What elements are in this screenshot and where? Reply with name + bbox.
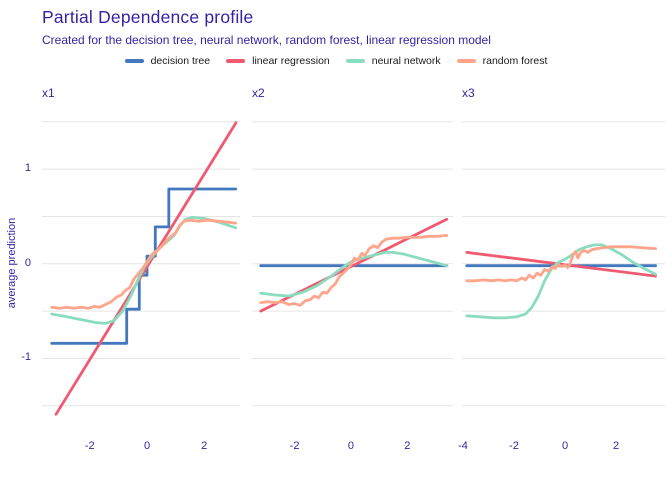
legend-swatch-icon bbox=[345, 59, 365, 63]
legend-item-random-forest[interactable]: random forest bbox=[456, 55, 548, 67]
x-tick-label: 2 bbox=[404, 440, 411, 452]
y-tick-label: -1 bbox=[21, 351, 31, 364]
legend-label: linear regression bbox=[252, 55, 330, 67]
facet-label-x3: x3 bbox=[462, 86, 475, 100]
line-linear-regression bbox=[465, 250, 658, 278]
legend-item-decision-tree[interactable]: decision tree bbox=[124, 55, 211, 67]
x-tick-label: 2 bbox=[201, 440, 208, 452]
y-tick-label: 1 bbox=[24, 162, 31, 175]
legend-item-neural-network[interactable]: neural network bbox=[345, 55, 441, 67]
chart-subtitle: Created for the decision tree, neural ne… bbox=[42, 33, 491, 47]
legend-label: neural network bbox=[371, 55, 441, 67]
x-tick-label: -2 bbox=[509, 440, 519, 452]
facet-label-x2: x2 bbox=[252, 86, 265, 100]
x-tick-label: -2 bbox=[84, 440, 95, 452]
line-random-forest bbox=[259, 234, 449, 307]
legend-item-linear-regression[interactable]: linear regression bbox=[226, 55, 330, 67]
page-title: Partial Dependence profile bbox=[42, 7, 254, 27]
legend-swatch-icon bbox=[226, 59, 246, 63]
facet-panel-x2: x2 -2 0 2 bbox=[252, 86, 453, 466]
x-tick-label: -4 bbox=[458, 440, 468, 452]
facet-plot-x3 bbox=[462, 121, 665, 407]
y-tick-label: 0 bbox=[24, 256, 31, 269]
legend: decision tree linear regression neural net… bbox=[0, 55, 672, 67]
facet-label-x1: x1 bbox=[42, 86, 55, 100]
facet-plot-x1 bbox=[42, 121, 240, 416]
x-tick-label: 0 bbox=[143, 440, 151, 452]
x-tick-label: 0 bbox=[561, 440, 569, 452]
x-tick-label: 2 bbox=[612, 440, 620, 452]
line-random-forest bbox=[465, 245, 658, 283]
legend-label: random forest bbox=[482, 55, 548, 67]
facet-panel-x3: x3 -4 -2 0 2 bbox=[458, 86, 665, 466]
x-tick-label: 0 bbox=[347, 440, 354, 452]
line-neural-network bbox=[465, 243, 658, 320]
line-random-forest bbox=[50, 218, 238, 310]
legend-swatch-icon bbox=[456, 59, 476, 63]
legend-label: decision tree bbox=[150, 55, 211, 67]
legend-swatch-icon bbox=[124, 59, 144, 63]
facet-plot-x2 bbox=[252, 121, 453, 407]
line-linear-regression bbox=[54, 121, 238, 416]
facet-panel-x1: x1 -2 0 2 bbox=[42, 86, 240, 466]
x-tick-label: -2 bbox=[289, 440, 300, 452]
